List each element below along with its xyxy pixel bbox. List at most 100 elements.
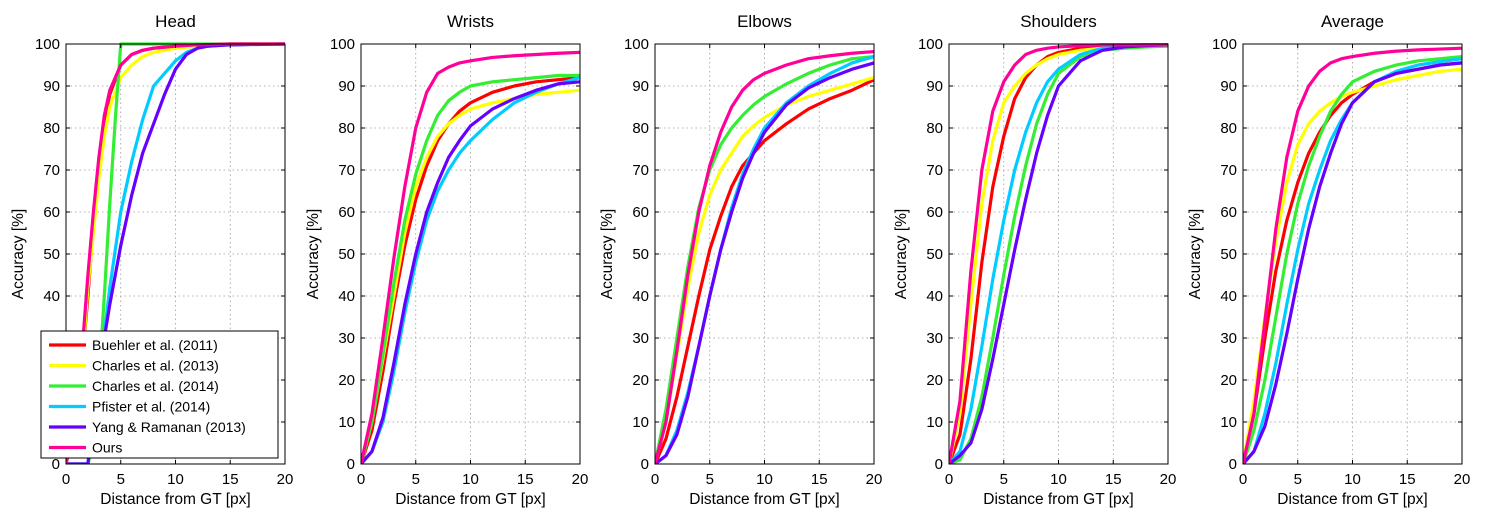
x-axis-label: Distance from GT [px]	[100, 491, 250, 508]
legend-box	[40, 330, 279, 459]
x-tick-label: 15	[1399, 471, 1416, 488]
series-line-yang-ramanan-2013	[1243, 61, 1462, 464]
x-axis-label: Distance from GT [px]	[395, 491, 545, 508]
legend-label: Yang & Ramanan (2013)	[92, 419, 246, 435]
chart-panel-head: 051015200102030405060708090100HeadDistan…	[10, 12, 293, 508]
y-tick-label: 50	[338, 246, 355, 263]
series-line-buehler-et-al-2011	[655, 78, 874, 464]
x-tick-label: 20	[866, 471, 883, 488]
y-tick-label: 90	[926, 78, 943, 95]
chart-title: Head	[155, 12, 196, 31]
chart-panel-wrists: 0 5 10 15 20 0 10 20 30 40 50 60 70 80 90 100 Wrists Dist…	[305, 12, 588, 508]
x-tick-label: 10	[1344, 471, 1361, 488]
chart-panel-shoulders: 0 5 10 15 20 0 10 20 30 40 50 60 70 80 90 100 Shoulders D…	[893, 12, 1176, 508]
chart-panel-elbows: 0 5 10 15 20 0 10 20 30 40 50 60 70 80 90 100 Elbows Dist…	[599, 12, 882, 508]
y-tick-label: 100	[624, 36, 649, 53]
x-axis-label: Distance from GT [px]	[1277, 491, 1427, 508]
y-tick-label: 20	[338, 372, 355, 389]
x-tick-label: 0	[651, 471, 659, 488]
y-tick-label: 60	[338, 204, 355, 221]
y-tick-label: 70	[338, 162, 355, 179]
y-tick-label: 60	[1220, 204, 1237, 221]
legend-label: Charles et al. (2013)	[92, 358, 219, 374]
y-tick-label: 80	[43, 120, 60, 137]
y-tick-label: 30	[338, 330, 355, 347]
y-tick-label: 20	[632, 372, 649, 389]
y-tick-label: 60	[43, 204, 60, 221]
series-line-charles-et-al-2014	[1243, 55, 1462, 464]
chart-panel-average: 0 5 10 15 20 0 10 20 30 40 50 60 70 80 90 100 Average Dis…	[1187, 12, 1470, 508]
y-tick-label: 80	[1220, 120, 1237, 137]
x-tick-label: 20	[572, 471, 589, 488]
x-tick-label: 10	[756, 471, 773, 488]
y-axis-label: Accuracy [%]	[1187, 209, 1204, 299]
y-tick-label: 100	[918, 36, 943, 53]
y-tick-label: 80	[926, 120, 943, 137]
series-line-yang-ramanan-2013	[949, 43, 1168, 464]
x-axis-label: Distance from GT [px]	[689, 491, 839, 508]
y-tick-label: 40	[43, 288, 60, 305]
x-tick-label: 5	[1294, 471, 1302, 488]
x-tick-label: 15	[222, 471, 239, 488]
series-line-yang-ramanan-2013	[655, 61, 874, 464]
series-line-ours	[66, 42, 285, 464]
y-tick-label: 30	[926, 330, 943, 347]
y-tick-label: 80	[338, 120, 355, 137]
x-tick-label: 10	[1050, 471, 1067, 488]
y-tick-label: 60	[632, 204, 649, 221]
chart-title: Average	[1321, 12, 1384, 31]
chart-title: Elbows	[737, 12, 792, 31]
x-tick-label: 0	[1239, 471, 1247, 488]
y-tick-label: 60	[926, 204, 943, 221]
y-tick-label: 90	[1220, 78, 1237, 95]
y-tick-label: 90	[632, 78, 649, 95]
y-tick-label: 50	[926, 246, 943, 263]
legend-label: Pfister et al. (2014)	[92, 399, 210, 415]
chart-title: Shoulders	[1020, 12, 1097, 31]
legend-label: Buehler et al. (2011)	[92, 337, 218, 353]
y-tick-label: 10	[338, 414, 355, 431]
series-line-ours	[361, 50, 580, 464]
y-tick-label: 40	[926, 288, 943, 305]
y-tick-label: 50	[43, 246, 60, 263]
series-line-yang-ramanan-2013	[361, 80, 580, 464]
series-line-ours	[1243, 46, 1462, 464]
y-tick-label: 20	[926, 372, 943, 389]
x-tick-label: 0	[62, 471, 70, 488]
y-tick-label: 80	[632, 120, 649, 137]
x-tick-label: 20	[1454, 471, 1471, 488]
legend-label: Charles et al. (2014)	[92, 378, 219, 394]
y-tick-label: 0	[347, 456, 355, 473]
x-tick-label: 20	[277, 471, 294, 488]
y-tick-label: 10	[1220, 414, 1237, 431]
x-tick-label: 0	[945, 471, 953, 488]
x-tick-label: 5	[706, 471, 714, 488]
x-axis-label: Distance from GT [px]	[983, 491, 1133, 508]
x-tick-label: 15	[1105, 471, 1122, 488]
y-tick-label: 40	[338, 288, 355, 305]
x-tick-label: 5	[412, 471, 420, 488]
series-line-charles-et-al-2014	[361, 73, 580, 464]
y-tick-label: 30	[1220, 330, 1237, 347]
y-tick-label: 100	[35, 36, 60, 53]
y-tick-label: 40	[632, 288, 649, 305]
x-tick-label: 15	[517, 471, 534, 488]
y-tick-label: 70	[1220, 162, 1237, 179]
y-tick-label: 100	[330, 36, 355, 53]
y-tick-label: 70	[43, 162, 60, 179]
series-line-ours	[655, 49, 874, 464]
y-tick-label: 10	[632, 414, 649, 431]
x-tick-label: 0	[357, 471, 365, 488]
x-tick-label: 5	[117, 471, 125, 488]
y-tick-label: 70	[926, 162, 943, 179]
y-tick-label: 90	[338, 78, 355, 95]
x-tick-label: 10	[462, 471, 479, 488]
legend-label: Ours	[92, 440, 122, 456]
series-line-pfister-et-al-2014	[1243, 57, 1462, 464]
y-tick-label: 0	[52, 456, 60, 473]
x-tick-label: 15	[811, 471, 828, 488]
y-axis-label: Accuracy [%]	[10, 209, 27, 299]
y-tick-label: 10	[926, 414, 943, 431]
y-tick-label: 50	[632, 246, 649, 263]
